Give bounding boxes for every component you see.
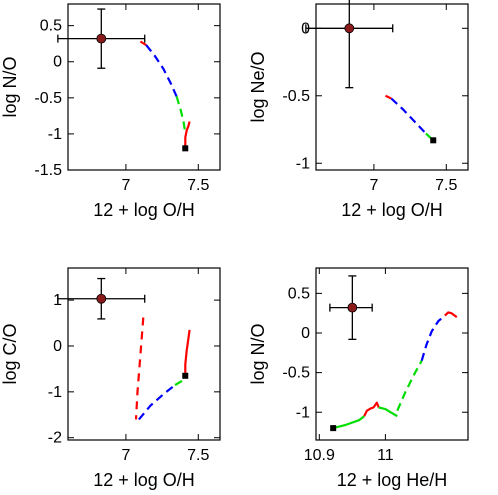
y-tick-label: -1 [48, 126, 62, 143]
model-track-segment [174, 378, 186, 386]
x-tick-label: 7.5 [435, 177, 457, 194]
model-track-segment [390, 97, 427, 135]
panel-no-vs-heh: 10.9 11 0.5 0 -0.5 -1 12 + log He/H log N/O [248, 267, 469, 490]
model-track-segment [175, 96, 187, 135]
x-tick-label: 7 [369, 177, 378, 194]
model-start-marker [330, 425, 337, 432]
plot-frame [67, 3, 221, 171]
model-track-segment [134, 317, 145, 420]
x-axis-label: 12 + log O/H [341, 200, 443, 220]
y-tick-label: -0.5 [34, 90, 62, 107]
y-tick-label: 0 [301, 325, 310, 342]
x-tick-label: 7 [121, 447, 130, 464]
model-track-segment [138, 384, 176, 421]
y-axis-label: log C/O [0, 323, 20, 384]
y-tick-label: -1.5 [34, 162, 62, 179]
model-track-segment [396, 360, 423, 412]
model-start-marker [182, 145, 189, 152]
plot-frame [315, 3, 469, 171]
model-track-segment [420, 314, 446, 362]
y-axis-label: log Ne/O [248, 51, 268, 122]
x-axis-label: 12 + log He/H [337, 470, 448, 490]
x-tick-label: 7.5 [187, 177, 209, 194]
model-start-marker [182, 372, 189, 379]
observed-data-point [347, 302, 358, 313]
y-tick-label: -1 [296, 404, 310, 421]
x-tick-label: 7.5 [187, 447, 209, 464]
model-track-segment [139, 40, 147, 47]
y-axis-label: log N/O [0, 56, 20, 117]
observed-data-point [96, 293, 107, 304]
model-track-segment [184, 329, 191, 376]
model-track-segment [385, 94, 392, 100]
plot-frame [67, 267, 221, 441]
model-track-segment [378, 406, 398, 418]
y-axis-label: log N/O [248, 323, 268, 384]
y-tick-label: -0.5 [282, 88, 310, 105]
x-tick-label: 10.9 [304, 447, 335, 464]
panel-no-vs-oh: 7 7.5 0.5 0 -0.5 -1 -1.5 12 + log O/H log N/O [0, 3, 221, 220]
plot-frame [315, 267, 469, 441]
x-tick-label: 7 [121, 177, 130, 194]
model-track-segment [145, 44, 178, 97]
y-tick-label: 0.5 [40, 18, 62, 35]
observed-data-point [344, 23, 355, 34]
model-track-segment [444, 311, 458, 318]
model-track-segment [363, 401, 380, 417]
y-tick-label: 0 [53, 54, 62, 71]
y-tick-label: 0.5 [288, 285, 310, 302]
y-tick-label: -2 [48, 430, 62, 447]
x-axis-label: 12 + log O/H [93, 200, 195, 220]
x-tick-label: 11 [377, 447, 394, 464]
y-tick-label: -1 [296, 155, 310, 172]
model-track-segment [184, 121, 191, 147]
y-tick-label: -0.5 [282, 365, 310, 382]
model-track-segment [332, 415, 365, 430]
y-tick-label: 0 [53, 338, 62, 355]
model-track-segment [425, 132, 435, 142]
model-start-marker [430, 137, 437, 144]
x-axis-label: 12 + log O/H [93, 470, 195, 490]
y-tick-label: -1 [48, 384, 62, 401]
observed-data-point [96, 33, 107, 44]
